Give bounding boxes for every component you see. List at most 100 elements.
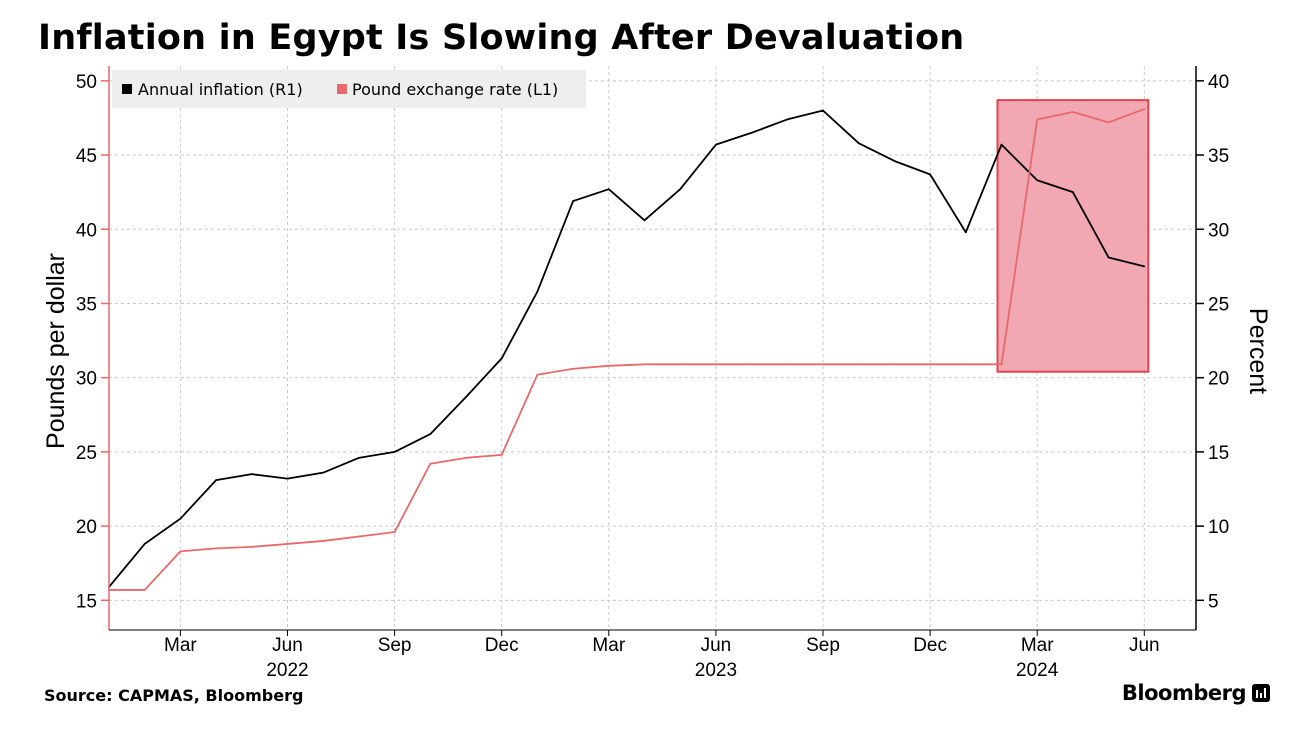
data-point (572, 200, 574, 202)
left-tick-label: 15 (76, 591, 97, 612)
data-point (643, 219, 646, 222)
data-point (964, 231, 967, 234)
data-point (1143, 265, 1146, 268)
data-point (322, 471, 325, 474)
legend-label-inflation: Annual inflation (R1) (138, 80, 303, 99)
data-point (1143, 108, 1146, 110)
data-point (1000, 363, 1003, 366)
source-note: Source: CAPMAS, Bloomberg (44, 686, 304, 705)
data-point (715, 363, 717, 366)
data-point (250, 473, 253, 476)
left-tick-label: 45 (76, 146, 97, 167)
data-point (822, 363, 824, 366)
x-year-label: 2023 (695, 660, 737, 681)
right-tick-label: 30 (1208, 220, 1229, 241)
series-layer (108, 108, 1146, 591)
data-point (679, 363, 682, 366)
data-point (1036, 118, 1039, 121)
x-tick-label: Dec (913, 635, 947, 656)
data-point (179, 550, 182, 553)
data-point (536, 373, 539, 376)
left-tick-label: 25 (76, 443, 97, 464)
left-tick-label: 35 (76, 294, 97, 315)
data-point (786, 363, 789, 366)
data-point (964, 363, 967, 366)
data-point (1107, 121, 1110, 124)
left-tick-label: 40 (76, 220, 97, 241)
highlight-layer (996, 99, 1150, 373)
data-point (572, 367, 574, 370)
data-point (500, 453, 503, 456)
data-point (143, 589, 146, 591)
data-point (322, 540, 325, 542)
legend-swatch-inflation (122, 84, 132, 94)
x-tick-label: Jun (272, 635, 303, 656)
x-year-label: 2024 (1016, 660, 1059, 681)
data-point (822, 109, 824, 112)
data-point (929, 363, 931, 366)
legend: Annual inflation (R1) Pound exchange rat… (112, 70, 586, 108)
data-point (1000, 143, 1003, 146)
data-point (429, 462, 432, 465)
left-tick-label: 30 (76, 369, 97, 390)
data-point (893, 160, 896, 162)
right-tick-label: 40 (1208, 72, 1229, 93)
x-year-label: 2022 (266, 660, 308, 681)
data-point (500, 357, 503, 360)
x-tick-label: Sep (378, 635, 412, 656)
x-tick-label: Jun (1129, 635, 1160, 656)
data-point (750, 363, 753, 366)
data-point (358, 456, 360, 459)
data-point (286, 543, 289, 545)
brand-logo: Bloomberg (1122, 681, 1270, 705)
data-point (393, 531, 396, 533)
data-point (607, 188, 610, 191)
data-point (250, 545, 253, 548)
data-point (536, 290, 539, 293)
x-tick-label: Jun (701, 635, 732, 656)
x-tick-label: Mar (1021, 635, 1054, 656)
series-line-inflation (108, 109, 1145, 588)
legend-label-pound: Pound exchange rate (L1) (352, 80, 558, 99)
right-tick-label: 20 (1208, 369, 1229, 390)
x-tick-label: Sep (806, 635, 840, 656)
right-tick-label: 25 (1208, 294, 1229, 315)
data-point (1036, 179, 1039, 182)
data-point (643, 363, 646, 366)
series-line-pound (109, 108, 1145, 591)
x-tick-label: Mar (164, 635, 197, 656)
right-tick-label: 5 (1208, 591, 1219, 612)
data-point (750, 131, 753, 134)
data-point (286, 477, 289, 480)
data-point (179, 517, 182, 520)
data-point (1072, 111, 1074, 113)
right-tick-label: 10 (1208, 517, 1229, 538)
highlight-box (996, 99, 1150, 373)
axes (101, 66, 1204, 636)
data-point (929, 173, 931, 176)
x-tick-label: Dec (485, 635, 519, 656)
chart-title: Inflation in Egypt Is Slowing After Deva… (38, 18, 965, 58)
left-axis-title: Pounds per dollar (42, 253, 70, 449)
data-point (143, 543, 146, 545)
data-point (358, 535, 360, 538)
data-point (893, 363, 896, 366)
bloomberg-terminal-icon (1252, 684, 1270, 702)
legend-background (112, 70, 586, 108)
right-tick-label: 35 (1208, 146, 1229, 167)
right-axis-title: Percent (1244, 308, 1272, 394)
left-tick-label: 50 (76, 72, 97, 93)
data-point (679, 188, 682, 191)
left-tick-label: 20 (76, 517, 97, 538)
data-point (429, 433, 432, 435)
data-point (465, 456, 467, 459)
data-point (1072, 191, 1074, 194)
data-point (215, 547, 218, 550)
right-tick-label: 15 (1208, 443, 1229, 464)
data-point (1107, 256, 1110, 259)
data-point (857, 363, 860, 366)
x-tick-label: Mar (592, 635, 625, 656)
data-point (465, 396, 467, 398)
brand-wordmark: Bloomberg (1121, 681, 1247, 705)
